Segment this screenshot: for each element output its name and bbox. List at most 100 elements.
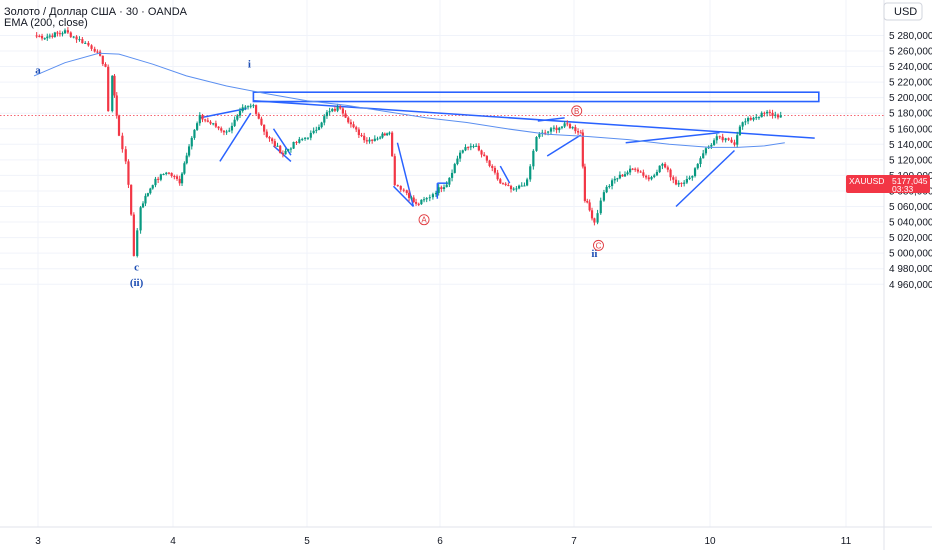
trend-line — [499, 165, 511, 184]
candle-body — [450, 172, 454, 178]
candle-body — [431, 194, 435, 198]
candle-body — [265, 131, 268, 138]
time-tick-label: 11 — [841, 536, 852, 547]
candle-body — [127, 161, 130, 185]
candle-body — [320, 122, 323, 128]
candle-body — [733, 142, 736, 145]
candle-body — [499, 179, 502, 184]
candle-body — [46, 36, 49, 39]
candle-body — [289, 148, 293, 150]
price-tick-label: 5 160,000 — [889, 124, 932, 135]
candle-body — [558, 127, 561, 131]
candle-body — [523, 185, 526, 187]
currency-button[interactable]: USD — [883, 2, 923, 21]
candle-body — [453, 164, 456, 173]
wave-label: A — [421, 216, 427, 225]
candle-body — [117, 115, 121, 136]
candle-body — [236, 115, 239, 120]
candle-body — [593, 218, 596, 223]
candle-body — [608, 186, 611, 188]
candle-body — [712, 140, 716, 145]
candle-body — [388, 132, 391, 134]
candle-body — [295, 142, 298, 144]
candle-body — [610, 180, 614, 187]
candle-body — [655, 172, 659, 176]
candle-body — [710, 144, 713, 147]
candle-body — [588, 202, 591, 211]
candle-body — [760, 112, 763, 118]
candle-body — [121, 135, 124, 150]
candle-body — [357, 129, 360, 136]
price-tick-label: 4 980,000 — [889, 264, 932, 275]
candle-body — [196, 123, 199, 130]
candle-body — [107, 66, 110, 112]
candle-body — [647, 177, 650, 180]
candle-body — [685, 178, 688, 183]
candle-body — [674, 179, 678, 185]
candle-body — [658, 165, 661, 173]
candle-body — [51, 35, 54, 37]
price-tick-label: 5 020,000 — [889, 233, 932, 244]
candle-body — [718, 136, 721, 138]
candle-body — [546, 131, 550, 133]
candle-body — [167, 172, 171, 174]
candle-body — [391, 132, 394, 157]
candle-body — [178, 178, 181, 184]
candle-body — [40, 35, 44, 39]
candle-body — [696, 163, 699, 169]
candle-body — [276, 145, 279, 147]
candle-body — [605, 186, 608, 193]
candle-body — [268, 137, 271, 139]
candle-body — [368, 139, 371, 142]
candle-body — [220, 128, 223, 131]
trend-line — [199, 107, 247, 119]
candle-body — [292, 142, 295, 149]
candle-body — [249, 105, 252, 107]
candle-body — [287, 149, 290, 151]
candle-body — [529, 166, 532, 180]
candle-body — [766, 111, 769, 114]
candle-body — [571, 127, 574, 129]
candle-body — [146, 193, 149, 196]
candle-body — [228, 130, 231, 132]
candle-body — [512, 188, 515, 190]
candle-body — [422, 199, 426, 201]
candle-body — [634, 168, 637, 170]
trend-line — [537, 117, 565, 122]
candle-body — [399, 185, 402, 190]
candle-body — [715, 136, 718, 141]
grid — [0, 0, 884, 527]
price-axis: 4 960,000 4 980,000 5 000,000 5 020,000 5 04… — [889, 31, 932, 291]
candle-body — [212, 123, 215, 125]
candle-body — [515, 188, 518, 190]
candle-body — [566, 123, 569, 125]
price-tag-symbol: XAUUSD — [849, 176, 884, 186]
candle-body — [144, 195, 147, 204]
candle-body — [666, 167, 669, 170]
candle-body — [626, 172, 629, 175]
candle-body — [198, 114, 201, 124]
candle-body — [53, 32, 56, 37]
price-tick-label: 5 240,000 — [889, 62, 932, 73]
time-tick-label: 3 — [35, 536, 41, 547]
candle-body — [434, 192, 438, 195]
candle-body — [613, 178, 616, 181]
candle-body — [209, 121, 212, 124]
candle-body — [381, 133, 384, 138]
price-tick-label: 4 960,000 — [889, 280, 932, 291]
candle-body — [741, 122, 744, 127]
trend-line — [219, 112, 252, 162]
price-tick-label: 5 060,000 — [889, 202, 932, 213]
candle-body — [669, 169, 672, 178]
candle-body — [87, 42, 90, 46]
candle-body — [271, 138, 274, 142]
candle-body — [352, 124, 355, 128]
trend-line — [675, 149, 735, 208]
candle-body — [560, 126, 564, 128]
candle-body — [246, 106, 250, 108]
candles-layer — [35, 27, 782, 258]
candle-body — [373, 138, 376, 141]
candle-body — [339, 106, 342, 109]
candle-body — [755, 117, 758, 119]
